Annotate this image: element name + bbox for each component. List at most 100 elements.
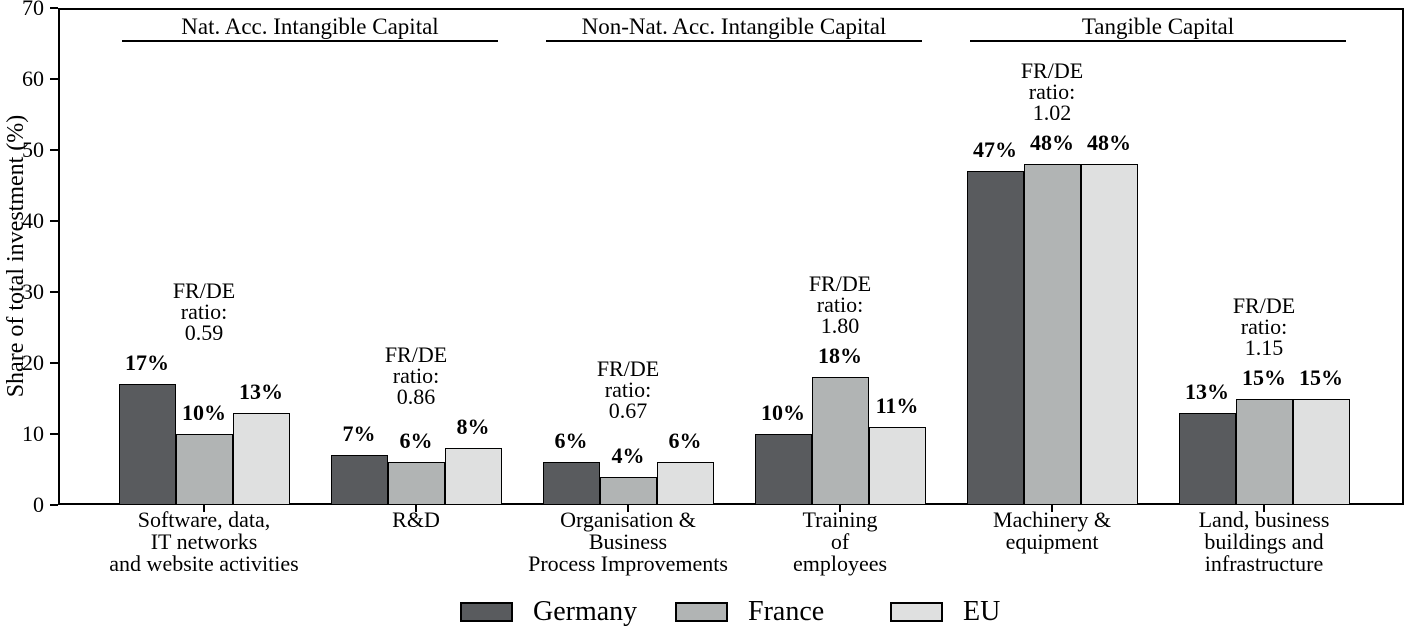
section-header-label: Tangible Capital bbox=[1081, 14, 1235, 39]
ratio-annotation-line: 0.59 bbox=[184, 320, 224, 346]
bar-eu bbox=[1292, 398, 1350, 505]
bar-france bbox=[811, 377, 869, 505]
bar-value-label: 8% bbox=[456, 414, 490, 440]
bar-eu bbox=[868, 426, 926, 505]
section-header-label: Nat. Acc. Intangible Capital bbox=[181, 14, 439, 39]
legend-swatch-eu bbox=[890, 602, 943, 622]
bar-eu bbox=[1080, 164, 1138, 505]
bar-eu bbox=[232, 412, 290, 505]
ratio-annotation-line: 0.67 bbox=[608, 398, 648, 424]
x-tick-mark bbox=[415, 505, 417, 512]
bar-value-label: 18% bbox=[818, 343, 862, 369]
x-category-label: employees bbox=[792, 551, 888, 576]
bar-france bbox=[387, 462, 445, 505]
bar-value-label: 7% bbox=[342, 421, 376, 447]
ratio-annotation-line: 1.02 bbox=[1032, 100, 1072, 126]
x-category-label: Organisation & bbox=[560, 507, 696, 532]
bar-value-label: 11% bbox=[875, 392, 919, 418]
y-tick-label: 10 bbox=[22, 421, 44, 446]
y-tick-mark bbox=[50, 362, 58, 364]
bar-value-label: 4% bbox=[611, 442, 645, 468]
ratio-annotation-line: 0.86 bbox=[396, 384, 436, 410]
y-tick-mark bbox=[50, 291, 58, 293]
x-category-label: Training bbox=[802, 507, 878, 532]
x-category-label: infrastructure bbox=[1204, 551, 1324, 576]
bar-eu bbox=[656, 462, 714, 505]
legend-label-france: France bbox=[748, 596, 825, 627]
x-tick-mark bbox=[1051, 505, 1053, 512]
bar-germany bbox=[118, 384, 176, 505]
section-header-underline bbox=[970, 40, 1346, 42]
section-header-label: Non-Nat. Acc. Intangible Capital bbox=[581, 14, 887, 39]
y-tick-mark bbox=[50, 78, 58, 80]
x-category-label: equipment bbox=[1005, 529, 1099, 554]
bar-value-label: 13% bbox=[1185, 378, 1229, 404]
ratio-annotation-line: FR/DE bbox=[384, 342, 448, 368]
bar-germany bbox=[1178, 412, 1236, 505]
bar-value-label: 47% bbox=[973, 137, 1017, 163]
bar-value-label: 10% bbox=[182, 400, 226, 425]
ratio-annotation-line: FR/DE bbox=[808, 271, 872, 297]
x-tick-mark bbox=[839, 505, 841, 512]
x-category-label: Business bbox=[588, 529, 668, 554]
bar-value-label: 6% bbox=[554, 428, 588, 454]
ratio-annotation-line: ratio: bbox=[816, 292, 864, 318]
y-tick-mark bbox=[50, 433, 58, 435]
bar-germany bbox=[966, 171, 1024, 505]
x-category-label: and website activities bbox=[109, 551, 299, 576]
bar-value-label: 13% bbox=[239, 378, 283, 404]
y-tick-label: 70 bbox=[22, 0, 44, 20]
y-tick-label: 40 bbox=[22, 208, 44, 233]
ratio-annotation-line: ratio: bbox=[180, 299, 228, 325]
y-tick-label: 50 bbox=[22, 137, 44, 162]
bar-value-label: 48% bbox=[1087, 130, 1131, 156]
ratio-annotation-line: FR/DE bbox=[596, 356, 660, 382]
ratio-annotation-line: ratio: bbox=[1028, 79, 1076, 105]
section-header-underline bbox=[122, 40, 498, 42]
bar-france bbox=[1235, 398, 1293, 505]
bar-france bbox=[175, 434, 233, 505]
bar-value-label: 15% bbox=[1242, 364, 1286, 390]
ratio-annotation-line: FR/DE bbox=[1232, 292, 1296, 318]
x-tick-mark bbox=[627, 505, 629, 512]
x-category-label: Machinery & bbox=[993, 507, 1111, 532]
x-category-label: R&D bbox=[392, 507, 440, 532]
ratio-annotation-line: FR/DE bbox=[1020, 58, 1084, 84]
bar-france bbox=[599, 476, 657, 505]
plot-area bbox=[58, 8, 1404, 505]
y-tick-mark bbox=[50, 504, 58, 506]
ratio-annotation-line: FR/DE bbox=[172, 278, 236, 304]
ratio-annotation-line: ratio: bbox=[1240, 313, 1288, 339]
x-tick-mark bbox=[203, 505, 205, 512]
legend-label-germany: Germany bbox=[533, 596, 638, 627]
bar-value-label: 6% bbox=[399, 428, 433, 454]
bar-value-label: 6% bbox=[668, 428, 702, 454]
legend-label-eu: EU bbox=[963, 596, 1001, 627]
x-category-label: Process Improvements bbox=[528, 551, 728, 576]
bar-eu bbox=[444, 448, 502, 505]
x-category-label: of bbox=[830, 529, 850, 554]
x-tick-mark bbox=[1263, 505, 1265, 512]
x-category-label: Software, data, bbox=[137, 507, 271, 532]
bar-germany bbox=[542, 462, 600, 505]
ratio-annotation-line: 1.15 bbox=[1244, 334, 1284, 360]
bar-france bbox=[1023, 164, 1081, 505]
bar-value-label: 48% bbox=[1030, 130, 1074, 156]
legend-swatch-germany bbox=[460, 602, 513, 622]
x-category-label: IT networks bbox=[150, 529, 258, 554]
y-tick-mark bbox=[50, 220, 58, 222]
ratio-annotation-line: ratio: bbox=[604, 377, 652, 403]
bar-value-label: 15% bbox=[1299, 364, 1343, 390]
x-category-label: Land, business bbox=[1198, 507, 1330, 532]
y-tick-label: 0 bbox=[33, 492, 44, 517]
bar-value-label: 17% bbox=[125, 350, 169, 376]
y-tick-label: 20 bbox=[22, 350, 44, 375]
y-tick-label: 60 bbox=[22, 66, 44, 91]
bar-value-label: 10% bbox=[761, 400, 805, 425]
y-tick-label: 30 bbox=[22, 279, 44, 304]
y-tick-mark bbox=[50, 149, 58, 151]
legend-swatch-france bbox=[675, 602, 728, 622]
bar-germany bbox=[330, 455, 388, 505]
section-header-underline bbox=[546, 40, 922, 42]
